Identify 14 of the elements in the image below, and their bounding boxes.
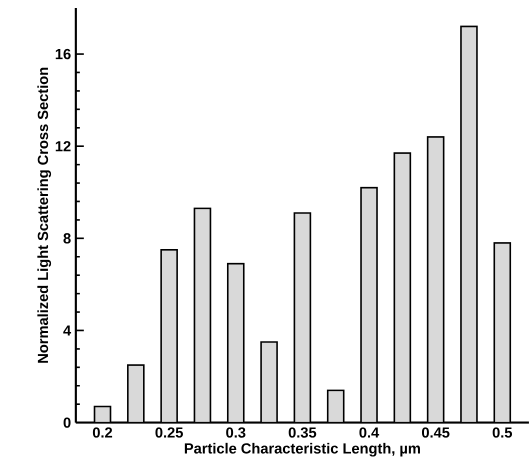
x-tick-label: 0.2 <box>92 427 112 438</box>
x-tick-label: 0.45 <box>422 427 450 438</box>
x-axis-title: Particle Characteristic Length, µm <box>184 442 420 456</box>
x-tick-label: 0.35 <box>288 427 316 438</box>
x-tick-label: 0.5 <box>492 427 512 438</box>
y-tick-label: 0 <box>64 417 71 428</box>
y-axis-title: Normalized Light Scattering Cross Section <box>37 68 52 363</box>
x-tick-label: 0.25 <box>155 427 183 438</box>
y-tick-label: 8 <box>63 233 71 244</box>
y-tick-label: 16 <box>56 48 71 60</box>
x-tick-label: 0.4 <box>359 427 380 438</box>
y-tick-label: 4 <box>63 325 72 336</box>
x-tick-label: 0.3 <box>226 427 246 438</box>
y-tick-label: 12 <box>56 141 71 152</box>
